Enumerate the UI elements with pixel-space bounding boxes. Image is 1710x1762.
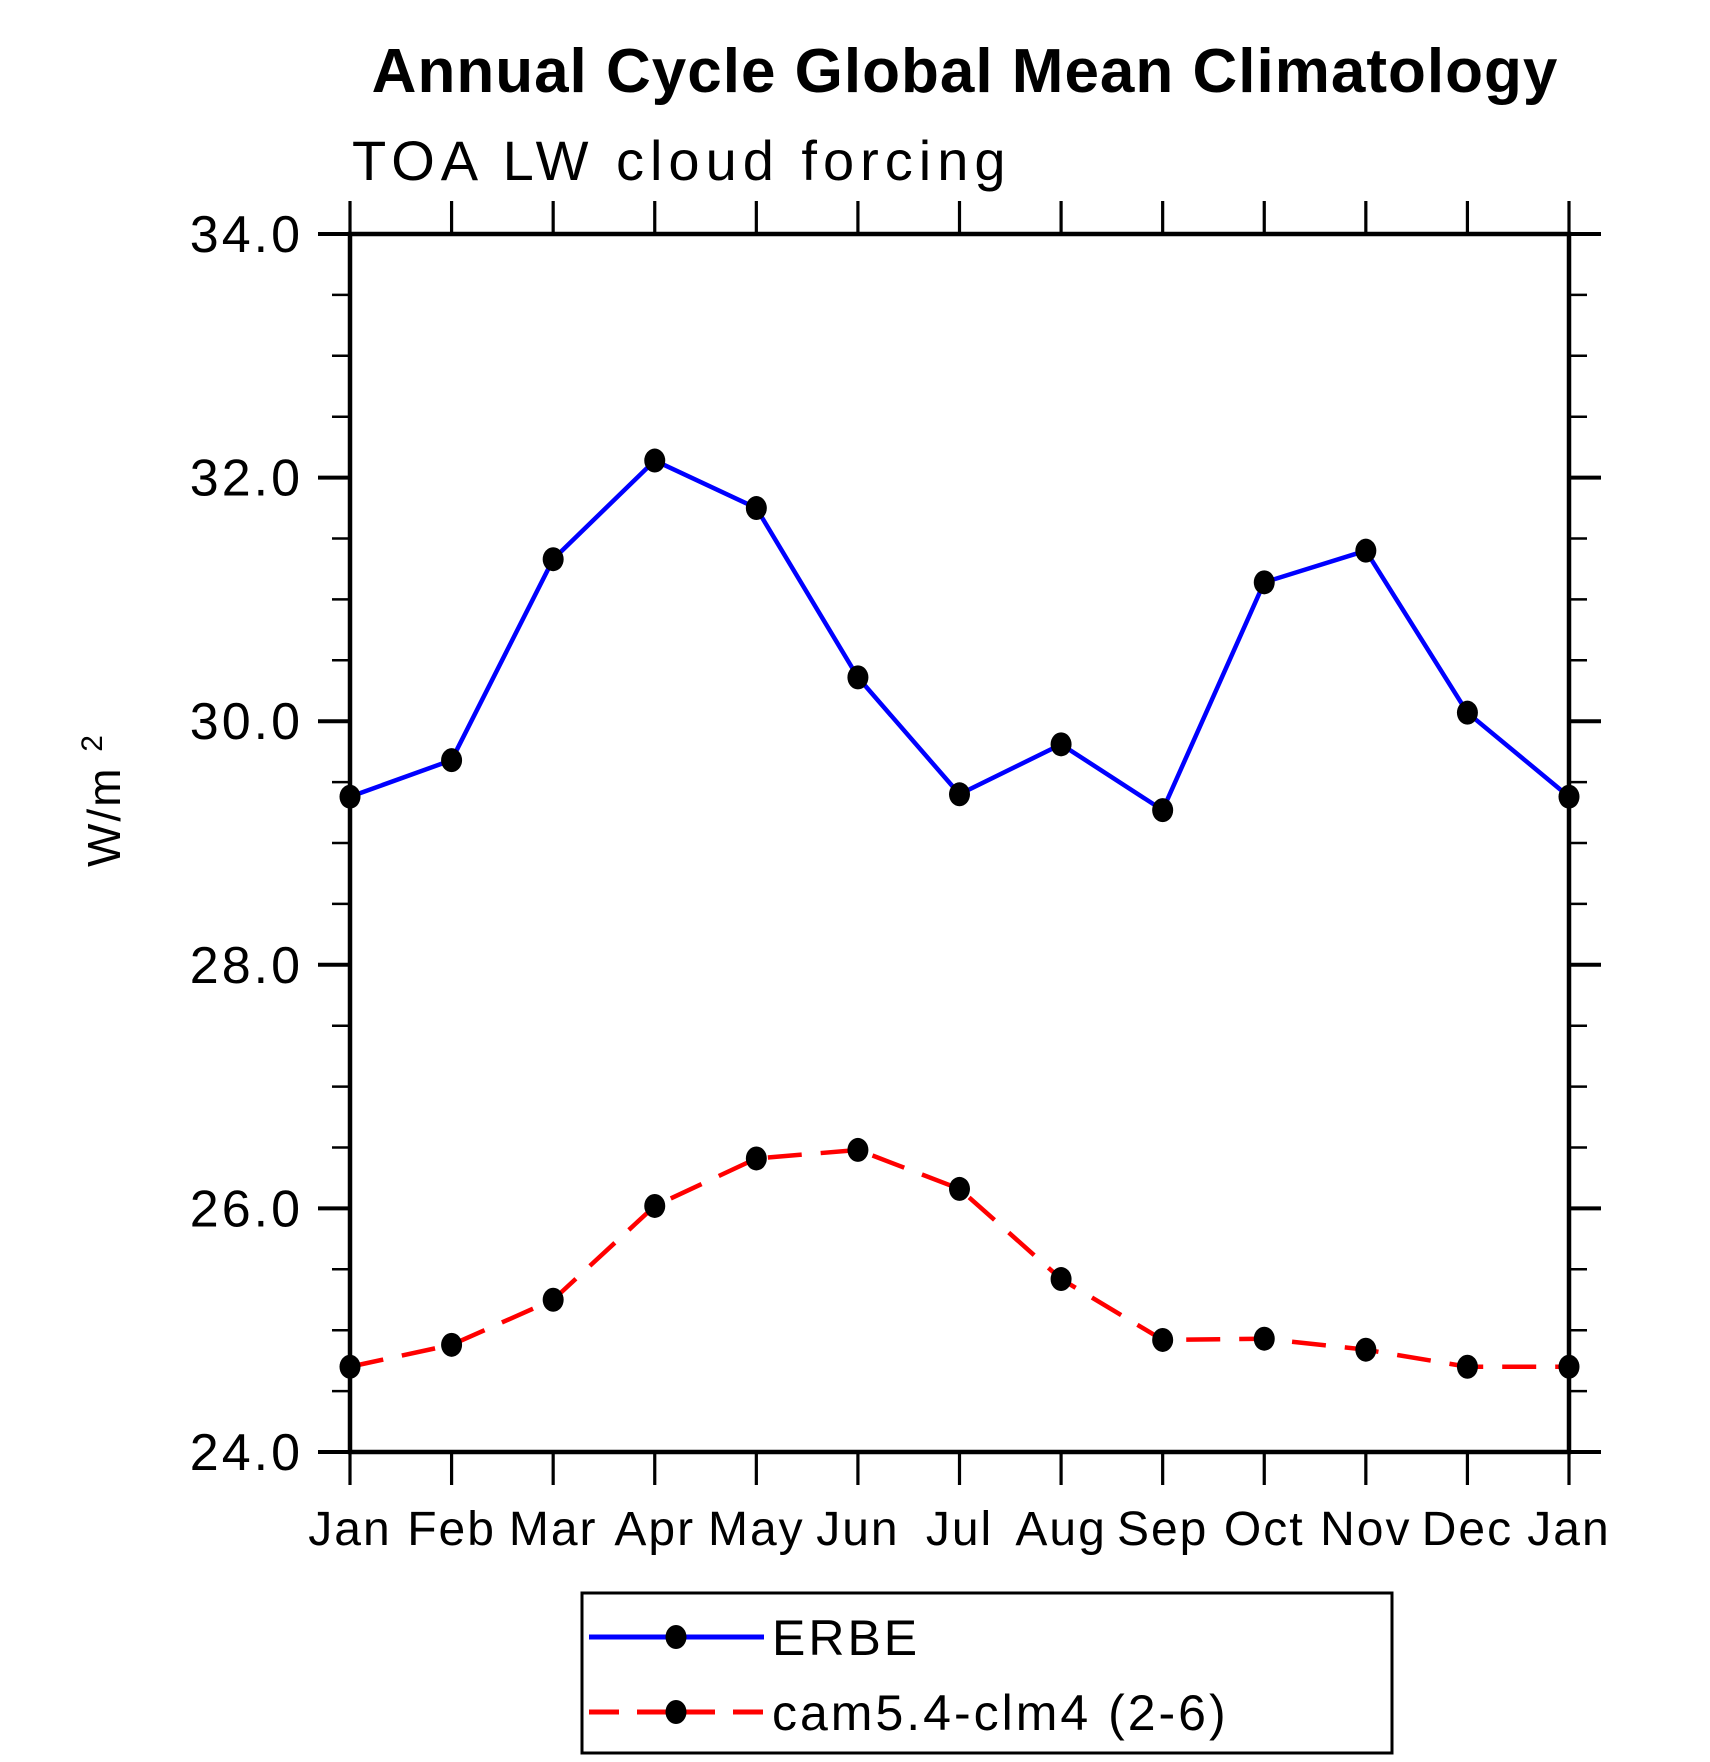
x-tick-label: Jan: [308, 1503, 391, 1556]
series-line-erbe: [349, 458, 1571, 813]
legend-marker: [665, 1700, 687, 1724]
x-tick-label: Mar: [509, 1503, 598, 1556]
y-axis-title-base: W/m: [78, 766, 130, 867]
data-point-marker: [339, 1354, 361, 1379]
x-tick-label: Oct: [1224, 1503, 1305, 1556]
legend-layer: ERBE cam5.4-clm4 (2-6): [580, 1591, 1394, 1755]
data-point-marker: [1456, 1354, 1478, 1379]
legend-label: cam5.4-clm4 (2-6): [772, 1685, 1229, 1741]
x-tick-label: May: [708, 1503, 805, 1556]
x-tick-label: Apr: [614, 1503, 695, 1556]
x-tick-label: Dec: [1422, 1503, 1513, 1556]
data-point-marker: [1558, 1354, 1580, 1379]
y-tick-label: 28.0: [190, 937, 303, 995]
x-tick-label: Jan: [1527, 1503, 1610, 1556]
y-tick-label: 30.0: [190, 693, 303, 751]
data-point-marker: [1253, 1326, 1275, 1351]
legend-label: ERBE: [772, 1610, 920, 1666]
data-point-marker: [339, 784, 361, 809]
x-tick-label: Sep: [1117, 1503, 1208, 1556]
x-tick-label: Nov: [1320, 1503, 1411, 1556]
data-point-marker: [441, 748, 463, 773]
data-point-marker: [847, 665, 869, 690]
data-point-marker: [1456, 700, 1478, 725]
data-point-marker: [542, 1287, 564, 1312]
data-point-marker: [1050, 732, 1072, 757]
data-point-marker: [441, 1332, 463, 1357]
x-tick-label: Aug: [1015, 1503, 1106, 1556]
y-tick-label: 24.0: [190, 1424, 303, 1482]
x-tick-label: Jul: [926, 1503, 993, 1556]
data-point-marker: [1152, 1327, 1174, 1352]
plot-frame: [347, 231, 1572, 1455]
data-point-marker: [847, 1137, 869, 1162]
y-tick-label: 34.0: [190, 206, 303, 264]
data-point-marker: [644, 448, 666, 473]
data-point-marker: [1253, 570, 1275, 595]
chart-title: Annual Cycle Global Mean Climatology: [372, 37, 1559, 106]
series-layer: [339, 448, 1580, 1379]
y-tick-label: 32.0: [190, 450, 303, 508]
y-axis-title: W/m 2: [76, 733, 130, 867]
data-point-marker: [1558, 784, 1580, 809]
x-tick-label: Jun: [816, 1503, 899, 1556]
y-tick-label: 26.0: [190, 1180, 303, 1238]
x-tick-label: Feb: [407, 1503, 496, 1556]
legend-box: [580, 1591, 1394, 1755]
data-point-marker: [644, 1193, 666, 1218]
data-point-marker: [542, 547, 564, 572]
data-point-marker: [1050, 1267, 1072, 1292]
data-point-marker: [949, 1176, 970, 1201]
chart-subtitle: TOA LW cloud forcing: [352, 129, 1012, 192]
data-point-marker: [745, 1146, 767, 1171]
data-point-marker: [745, 496, 767, 521]
data-point-marker: [1355, 1337, 1377, 1362]
data-point-marker: [1152, 798, 1174, 823]
legend-marker: [665, 1625, 687, 1649]
data-point-marker: [1355, 538, 1377, 563]
data-point-marker: [949, 782, 970, 807]
y-axis-title-exponent: 2: [76, 733, 109, 752]
